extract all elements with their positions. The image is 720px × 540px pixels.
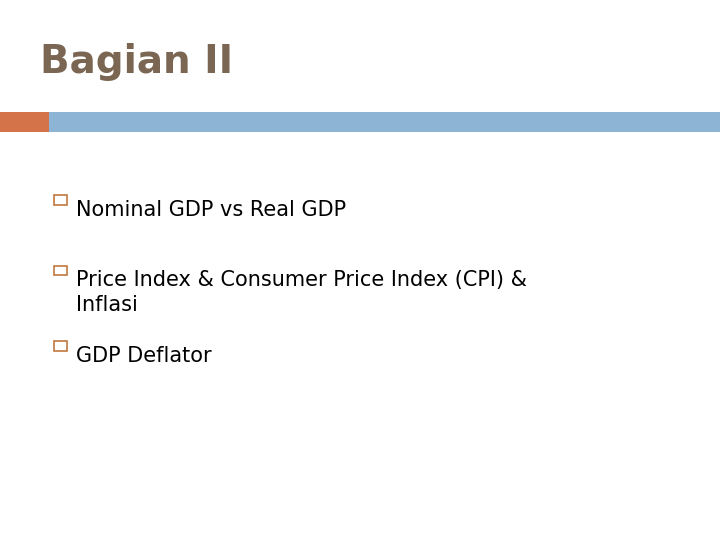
Bar <box>49 112 720 132</box>
Bar <box>54 341 67 351</box>
Text: Bagian II: Bagian II <box>40 43 233 81</box>
Text: GDP Deflator: GDP Deflator <box>76 346 211 366</box>
Bar <box>0 112 49 132</box>
Text: Nominal GDP vs Real GDP: Nominal GDP vs Real GDP <box>76 200 346 220</box>
Text: Price Index & Consumer Price Index (CPI) &
Inflasi: Price Index & Consumer Price Index (CPI)… <box>76 270 526 315</box>
Bar <box>54 195 67 205</box>
Bar <box>54 266 67 275</box>
